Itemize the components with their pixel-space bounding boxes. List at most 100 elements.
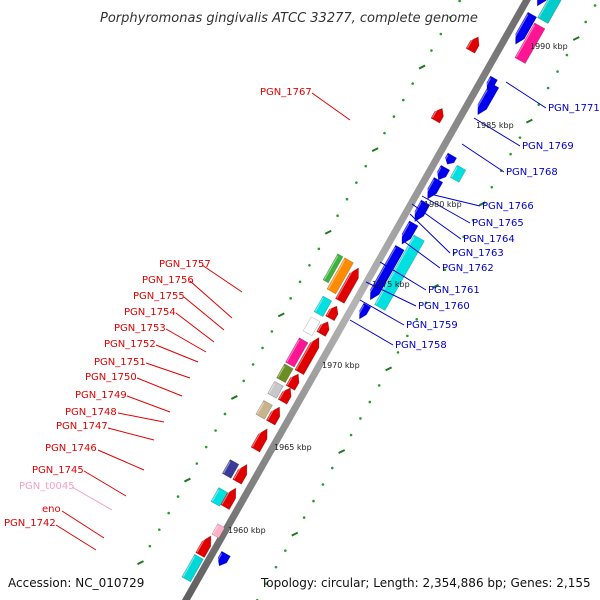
gene-label-pgn-1756[interactable]: PGN_1756 (142, 275, 194, 286)
gene-label-pgn-1759[interactable]: PGN_1759 (406, 320, 458, 331)
gene-label-pgn-1746[interactable]: PGN_1746 (45, 443, 97, 454)
gene-labels-right: PGN_1771 PGN_1769 PGN_1768 PGN_1766 PGN_… (395, 103, 600, 351)
tick-dot-right-29 (518, 136, 522, 139)
tick-dot-right-23 (462, 235, 465, 239)
leader-line-14 (71, 486, 113, 511)
gene-label-pgn-1754[interactable]: PGN_1754 (124, 307, 176, 318)
gene-label-pgn-1764[interactable]: PGN_1764 (463, 234, 515, 245)
gene-feature-left-24 (465, 36, 480, 54)
leader-line-24 (401, 239, 441, 269)
gene-label-pgn-1766[interactable]: PGN_1766 (482, 201, 534, 212)
gene-feature-left-1 (195, 535, 212, 558)
tick-dot-left-17 (298, 280, 302, 284)
tick-major-right-25 (478, 201, 486, 207)
gene-label-eno[interactable]: eno (42, 504, 61, 515)
tick-major-left-10 (230, 395, 238, 400)
tick-dot-left-11 (242, 379, 246, 383)
tick-dot-left-19 (317, 247, 321, 251)
gene-label-pgn-1760[interactable]: PGN_1760 (418, 301, 470, 312)
gene-feature-left-13 (276, 363, 294, 384)
leader-line-22 (411, 203, 462, 240)
leader-line-26 (365, 281, 417, 307)
tick-dot-right-7 (312, 499, 315, 503)
tick-dot-right-11 (349, 433, 353, 437)
gene-label-pgn-1752[interactable]: PGN_1752 (104, 339, 156, 350)
gene-label-pgn-1762[interactable]: PGN_1762 (442, 263, 494, 274)
gene-feature-left-0 (181, 553, 204, 583)
gene-feature-left-19 (313, 295, 333, 318)
gene-label-pgn-1761[interactable]: PGN_1761 (428, 285, 480, 296)
tick-dot-left-31 (430, 49, 433, 52)
tick-dot-right-22 (452, 251, 456, 255)
tick-major-right-35 (572, 36, 580, 41)
tick-dot-right-9 (330, 466, 334, 470)
gene-labels-left: PGN_1767 PGN_1757 PGN_1756 PGN_1755 PGN_… (4, 87, 312, 529)
gene-feature-left-8 (265, 406, 281, 426)
leader-line-12 (97, 449, 145, 471)
tick-dot-left-34 (458, 0, 461, 3)
tick-dot-right-18 (415, 318, 419, 321)
gene-label-pgn-t0045[interactable]: PGN_t0045 (19, 481, 75, 492)
tick-dot-left-23 (355, 181, 358, 184)
leader-line-2 (189, 280, 233, 319)
leader-line-9 (126, 395, 171, 413)
leader-line-6 (155, 344, 199, 363)
leader-line-21 (421, 195, 471, 224)
tick-dot-right-16 (396, 351, 400, 354)
tick-dot-left-9 (223, 412, 227, 416)
gene-label-pgn-1750[interactable]: PGN_1750 (85, 372, 137, 383)
gene-feature-left-12 (285, 373, 300, 391)
leader-line-4 (175, 312, 215, 343)
tick-dot-left-21 (336, 214, 339, 218)
leader-line-25 (379, 261, 427, 291)
leader-line-10 (117, 412, 165, 423)
tick-dot-right-36 (584, 20, 587, 24)
gene-label-pgn-1745[interactable]: PGN_1745 (32, 465, 84, 476)
gene-label-pgn-1748[interactable]: PGN_1748 (65, 407, 117, 418)
gene-feature-right-1 (356, 302, 372, 320)
tick-major-right-15 (385, 366, 393, 372)
tick-track (137, 0, 597, 600)
leader-line-23 (409, 213, 451, 254)
gene-label-pgn-1758[interactable]: PGN_1758 (395, 340, 447, 351)
tick-dot-right-19 (424, 301, 428, 305)
gene-label-pgn-1769[interactable]: PGN_1769 (522, 141, 574, 152)
gene-feature-left-22 (322, 253, 344, 284)
gene-label-pgn-1768[interactable]: PGN_1768 (506, 167, 558, 178)
gene-label-pgn-1742[interactable]: PGN_1742 (4, 518, 56, 529)
kbp-label-1990: 1990 kbp (530, 42, 568, 51)
leader-line-18 (473, 117, 521, 147)
tick-dot-right-13 (368, 400, 372, 404)
gene-feature-left-20 (335, 267, 359, 304)
gene-feature-left-15 (285, 337, 309, 368)
tick-major-right-30 (525, 118, 533, 124)
gene-feature-right-8 (443, 152, 458, 165)
gene-label-pgn-1757[interactable]: PGN_1757 (159, 259, 211, 270)
gene-feature-left-14 (294, 336, 320, 376)
kbp-label-1985: 1985 kbp (476, 121, 514, 130)
gene-label-pgn-1767[interactable]: PGN_1767 (260, 87, 312, 98)
gene-label-pgn-1751[interactable]: PGN_1751 (94, 357, 146, 368)
gene-feature-right-15 (533, 0, 557, 7)
gene-label-pgn-1753[interactable]: PGN_1753 (114, 323, 166, 334)
leader-line-17 (505, 81, 547, 109)
gene-label-pgn-1765[interactable]: PGN_1765 (472, 218, 524, 229)
gene-features (181, 0, 564, 583)
gene-label-pgn-1755[interactable]: PGN_1755 (133, 291, 185, 302)
map-title: Porphyromonas gingivalis ATCC 33277, com… (100, 11, 478, 26)
tick-dot-right-2 (265, 582, 268, 585)
gene-label-pgn-1763[interactable]: PGN_1763 (452, 248, 504, 259)
gene-feature-left-10 (277, 387, 292, 405)
leader-line-3 (183, 296, 225, 331)
leader-line-1 (201, 264, 243, 293)
tick-dot-right-12 (359, 417, 362, 420)
gene-feature-right-14 (537, 0, 564, 24)
gene-label-pgn-1747[interactable]: PGN_1747 (56, 421, 108, 432)
tick-dot-left-28 (401, 98, 405, 102)
leader-line-15 (61, 510, 105, 539)
kbp-label-1970: 1970 kbp (322, 361, 360, 370)
gene-feature-left-23 (430, 107, 444, 124)
gene-label-pgn-1749[interactable]: PGN_1749 (75, 390, 127, 401)
tick-dot-left-2 (157, 528, 161, 531)
gene-label-pgn-1771[interactable]: PGN_1771 (548, 103, 600, 114)
